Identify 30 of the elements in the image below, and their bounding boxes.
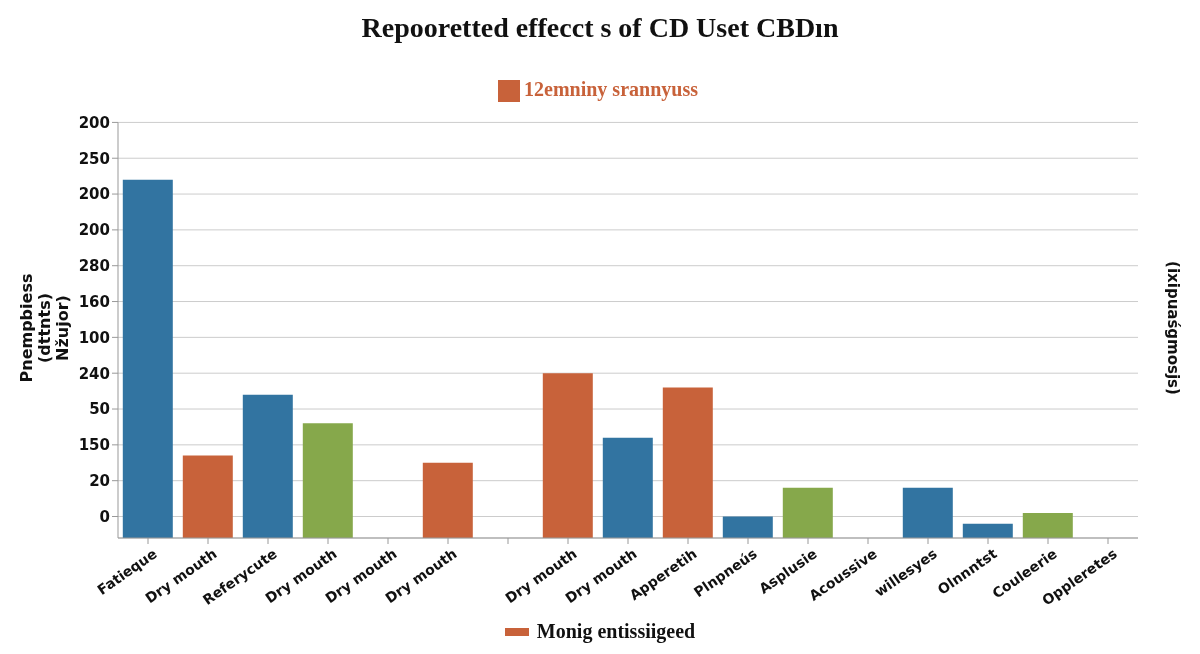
text: 200: [78, 185, 110, 204]
bar: [182, 455, 233, 538]
text: 200: [78, 221, 110, 240]
bar: [242, 394, 293, 538]
text: 200: [78, 113, 110, 132]
text: 150: [78, 436, 110, 455]
text: 240: [78, 364, 110, 383]
bar: [602, 437, 653, 538]
bar: [662, 387, 713, 538]
bar: [722, 516, 773, 538]
bar: [302, 423, 353, 538]
chart-title: Repooretted effecct s of CD Uset CBDın: [360, 12, 840, 44]
bar: [422, 462, 473, 538]
text: 100: [78, 328, 110, 347]
y-axis-title: Pnempbiess (dttnts) Nžujor): [17, 273, 72, 383]
bar: [782, 487, 833, 538]
text: 20: [89, 472, 110, 490]
legend-label: 12emniny srannyuss: [524, 78, 698, 100]
y2-axis-title: (ixipuaśgmosjs): [1164, 261, 1182, 395]
bar: [542, 373, 593, 538]
text: Monig entissiigeed: [536, 620, 696, 643]
text: 250: [78, 149, 110, 168]
bar: [902, 487, 953, 538]
text: 0: [99, 507, 110, 526]
text: 280: [78, 257, 110, 276]
text: 50: [89, 400, 110, 419]
bar: [1022, 512, 1073, 538]
bar: [962, 523, 1013, 538]
text: 160: [78, 292, 110, 311]
bar: [122, 179, 173, 538]
